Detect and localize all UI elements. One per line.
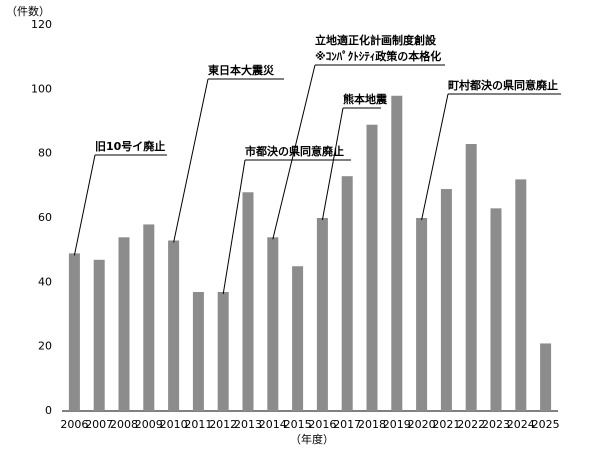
- annotation: 立地適正化計画制度創設: [315, 33, 437, 47]
- x-tick-label: 2016: [308, 418, 336, 431]
- x-tick-label: 2022: [457, 418, 485, 431]
- x-tick-label: 2025: [532, 418, 560, 431]
- bar: [540, 343, 552, 411]
- annotation: 熊本地震: [343, 92, 388, 106]
- bar: [143, 224, 155, 411]
- x-tick-label: 2018: [358, 418, 386, 431]
- bar: [118, 237, 130, 411]
- bar: [490, 208, 502, 411]
- x-tick-label: 2021: [432, 418, 460, 431]
- y-tick-label: 0: [45, 404, 52, 417]
- bar: [515, 179, 527, 411]
- annotation-leader: [321, 107, 344, 221]
- bar: [217, 291, 229, 411]
- x-tick-label: 2010: [160, 418, 188, 431]
- bar: [93, 259, 105, 411]
- bar: [68, 253, 80, 411]
- bar: [192, 291, 204, 411]
- x-tick-label: 2012: [209, 418, 237, 431]
- bar: [366, 124, 378, 411]
- x-tick-label: 2015: [284, 418, 312, 431]
- y-tick-label: 80: [38, 147, 52, 160]
- bar: [316, 218, 328, 411]
- annotation-leader: [73, 154, 96, 256]
- y-tick-label: 60: [38, 211, 52, 224]
- y-tick-label: 100: [31, 82, 52, 95]
- y-tick-label: 20: [38, 340, 52, 353]
- bar: [440, 189, 452, 411]
- x-tick-label: 2024: [507, 418, 535, 431]
- x-tick-label: 2009: [135, 418, 163, 431]
- x-tick-label: 2011: [184, 418, 212, 431]
- annotation-subtext: ※ｺﾝﾊﾟｸﾄｼﾃｨ政策の本格化: [315, 49, 441, 63]
- annotation: 旧10号イ廃止: [95, 139, 165, 153]
- bar: [242, 192, 254, 411]
- x-tick-label: 2020: [408, 418, 436, 431]
- bar: [416, 218, 428, 411]
- y-tick-label: 120: [31, 18, 52, 31]
- bar: [391, 95, 403, 412]
- x-tick-label: 2006: [60, 418, 88, 431]
- x-axis-label: （年度）: [290, 432, 334, 446]
- annotation-leader: [272, 64, 316, 240]
- x-tick-label: 2007: [85, 418, 113, 431]
- bar: [168, 240, 180, 411]
- x-tick-label: 2008: [110, 418, 138, 431]
- x-tick-label: 2019: [383, 418, 411, 431]
- x-tick-label: 2013: [234, 418, 262, 431]
- bar: [292, 266, 304, 411]
- annotation-leader: [222, 159, 246, 295]
- bar: [267, 237, 279, 411]
- annotation: 町村都決の県同意廃止: [448, 78, 558, 92]
- bar: [465, 144, 477, 411]
- x-tick-label: 2014: [259, 418, 287, 431]
- y-axis-label: （件数）: [6, 5, 50, 18]
- y-tick-label: 40: [38, 275, 52, 288]
- annotation: 東日本大震災: [208, 63, 275, 77]
- x-tick-label: 2023: [482, 418, 510, 431]
- annotation-leader: [421, 93, 449, 221]
- bar: [341, 176, 353, 411]
- annotation-leader: [173, 78, 209, 243]
- x-tick-label: 2017: [333, 418, 361, 431]
